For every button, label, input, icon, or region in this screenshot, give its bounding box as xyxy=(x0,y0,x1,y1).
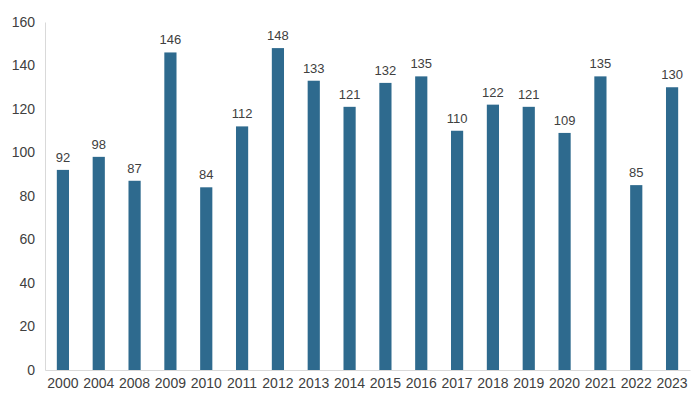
x-tick: 2009 xyxy=(155,370,186,391)
x-tick-label: 2021 xyxy=(585,375,616,391)
y-tick-label: 40 xyxy=(19,275,35,291)
x-tick-label: 2010 xyxy=(191,375,222,391)
x-tick-label: 2023 xyxy=(657,375,688,391)
y-tick: 40 xyxy=(19,275,45,291)
y-tick-label: 60 xyxy=(19,231,35,247)
x-tick-label: 2004 xyxy=(83,375,114,391)
x-tick-label: 2022 xyxy=(621,375,652,391)
x-tick-label: 2017 xyxy=(442,375,473,391)
x-tick-label: 2008 xyxy=(119,375,150,391)
x-tick: 2013 xyxy=(298,370,329,391)
data-label: 109 xyxy=(554,113,576,128)
x-tick: 2019 xyxy=(513,370,544,391)
x-tick: 2014 xyxy=(334,370,365,391)
bar xyxy=(308,81,320,370)
data-label: 121 xyxy=(339,87,361,102)
data-label: 110 xyxy=(447,111,468,126)
data-label: 146 xyxy=(160,32,182,47)
x-tick-label: 2012 xyxy=(262,375,293,391)
x-axis: 2000 2004 2008 2009 2010 2011 2012 2013 2014 2015… xyxy=(46,370,691,391)
y-tick-label: 140 xyxy=(12,57,36,73)
x-tick: 2018 xyxy=(477,370,508,391)
y-tick: 0 xyxy=(27,362,45,378)
data-label: 133 xyxy=(303,61,325,76)
x-tick: 2011 xyxy=(227,370,257,391)
data-label: 85 xyxy=(629,165,643,180)
data-label: 121 xyxy=(518,87,540,102)
bar xyxy=(128,181,140,370)
data-labels: 92 98 87 146 84 112 148 133 121 132 135 110 122 121 10… xyxy=(56,28,683,182)
x-tick: 2010 xyxy=(191,370,222,391)
data-label: 92 xyxy=(56,150,70,165)
y-tick: 20 xyxy=(19,318,45,334)
bar xyxy=(666,87,678,370)
bar xyxy=(415,76,427,370)
data-label: 130 xyxy=(661,67,683,82)
data-label: 135 xyxy=(410,56,432,71)
y-axis: 0 20 40 60 80 100 120 140 160 xyxy=(12,14,46,378)
bar xyxy=(272,48,284,370)
y-axis-line xyxy=(45,23,46,371)
x-tick: 2022 xyxy=(621,370,652,391)
x-tick: 2016 xyxy=(406,370,437,391)
y-tick-label: 80 xyxy=(19,188,35,204)
y-tick: 120 xyxy=(12,101,45,117)
y-tick: 160 xyxy=(12,14,45,30)
x-tick-label: 2018 xyxy=(477,375,508,391)
x-tick: 2017 xyxy=(442,370,473,391)
data-label: 84 xyxy=(199,167,213,182)
y-tick-label: 160 xyxy=(12,14,36,30)
x-tick: 2004 xyxy=(83,370,114,391)
x-tick-label: 2009 xyxy=(155,375,186,391)
data-label: 132 xyxy=(375,63,397,78)
data-label: 135 xyxy=(590,56,612,71)
x-tick-label: 2016 xyxy=(406,375,437,391)
x-tick-label: 2015 xyxy=(370,375,401,391)
data-label: 87 xyxy=(127,161,141,176)
data-label: 122 xyxy=(482,85,504,100)
y-tick: 80 xyxy=(19,188,45,204)
y-tick: 140 xyxy=(12,57,45,73)
x-tick: 2015 xyxy=(370,370,401,391)
x-tick-label: 2013 xyxy=(298,375,329,391)
data-label: 112 xyxy=(232,106,253,121)
bars xyxy=(57,48,678,370)
bar xyxy=(343,107,355,370)
x-tick-label: 2014 xyxy=(334,375,365,391)
x-axis-line xyxy=(46,370,691,371)
bar xyxy=(487,105,499,370)
bar xyxy=(164,52,176,370)
chart: 0 20 40 60 80 100 120 140 160 2000 2004 2008 2009 201… xyxy=(0,0,700,409)
x-tick-label: 2020 xyxy=(549,375,580,391)
bar xyxy=(523,107,535,370)
x-tick-label: 2000 xyxy=(47,375,78,391)
bar xyxy=(93,157,105,370)
bar xyxy=(558,133,570,370)
y-tick: 100 xyxy=(12,144,45,160)
bar xyxy=(594,76,606,370)
x-tick: 2000 xyxy=(47,370,78,391)
x-tick: 2023 xyxy=(657,370,688,391)
data-label: 98 xyxy=(92,137,106,152)
x-tick-label: 2011 xyxy=(227,375,257,391)
y-tick-label: 100 xyxy=(12,144,36,160)
y-tick: 60 xyxy=(19,231,45,247)
x-tick-label: 2019 xyxy=(513,375,544,391)
bar xyxy=(379,83,391,370)
x-tick: 2012 xyxy=(262,370,293,391)
bar xyxy=(630,185,642,370)
x-tick: 2021 xyxy=(585,370,616,391)
x-tick: 2008 xyxy=(119,370,150,391)
plot-area: 0 20 40 60 80 100 120 140 160 2000 2004 2008 2009 201… xyxy=(12,14,691,391)
bar xyxy=(451,131,463,370)
y-tick-label: 20 xyxy=(19,318,35,334)
y-tick-label: 0 xyxy=(27,362,35,378)
data-label: 148 xyxy=(267,28,289,43)
x-tick: 2020 xyxy=(549,370,580,391)
y-tick-label: 120 xyxy=(12,101,36,117)
bar xyxy=(200,187,212,370)
bar xyxy=(236,126,248,370)
bar xyxy=(57,170,69,370)
